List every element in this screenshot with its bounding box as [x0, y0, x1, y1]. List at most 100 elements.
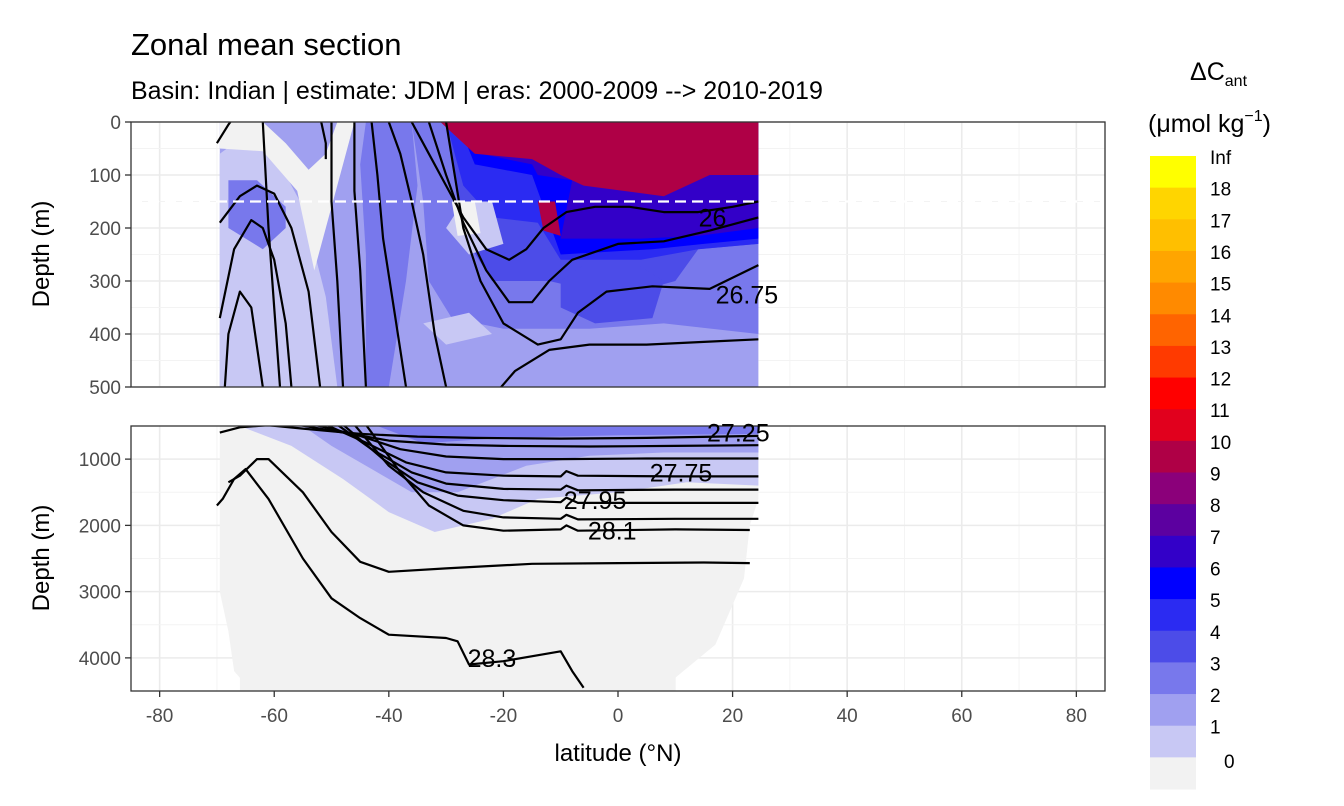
legend-label: 4 — [1210, 623, 1221, 644]
legend-swatch — [1150, 472, 1196, 505]
legend-label: 9 — [1210, 465, 1221, 486]
upper-panel: 0 100 200 300 400 500 — [89, 113, 1106, 399]
legend-swatch — [1150, 440, 1196, 474]
contour-label: 27.75 — [650, 459, 713, 487]
x-axis-title: latitude (°N) — [555, 740, 682, 767]
legend-swatch — [1150, 282, 1196, 315]
isopycnal-line — [261, 122, 282, 387]
legend-unit-close: ) — [1263, 110, 1271, 138]
legend-swatch — [1150, 377, 1196, 410]
upper-panel-border — [130, 121, 1106, 388]
legend-swatch — [1150, 725, 1196, 758]
legend-label: 11 — [1210, 401, 1230, 422]
x-axis-ticks: -80 -60 -40 -20 0 20 40 60 80 — [146, 691, 1087, 727]
legend-swatch — [1150, 156, 1196, 189]
legend-title-sub: ant — [1225, 73, 1248, 90]
y-tick-label: 2000 — [79, 516, 121, 537]
legend-swatch — [1150, 504, 1196, 537]
x-tick-label: 40 — [837, 706, 858, 727]
isopycnal-line — [330, 122, 345, 387]
x-tick-label: -40 — [375, 706, 402, 727]
isopycnal-line — [219, 426, 272, 434]
x-tick-label: 60 — [951, 706, 972, 727]
legend-label: 7 — [1210, 528, 1221, 549]
legend-swatch — [1150, 757, 1196, 790]
y-axis-title-upper: Depth (m) — [28, 201, 55, 308]
contour-label: 26 — [699, 204, 727, 232]
legend-label: 18 — [1210, 180, 1231, 201]
isopycnal-line — [218, 219, 293, 387]
contour-label: 27.95 — [564, 487, 627, 515]
legend-swatch — [1150, 662, 1196, 695]
legend-label: 14 — [1210, 306, 1232, 327]
isopycnal-line — [218, 184, 322, 387]
legend-title-main: ΔC — [1190, 58, 1225, 86]
y-tick-label: 300 — [89, 272, 121, 293]
contour-labels: 26 26.75 27.25 27.75 27.95 28.1 28.3 — [468, 204, 779, 672]
legend-swatch — [1150, 535, 1196, 569]
y-tick-label: 500 — [89, 378, 121, 399]
legend-label: 3 — [1210, 654, 1221, 675]
legend-swatch — [1150, 219, 1196, 252]
legend-label: 6 — [1210, 559, 1221, 580]
fill-level-0 — [219, 426, 759, 691]
fill-level-10 — [440, 122, 759, 197]
legend-swatch — [1150, 345, 1196, 379]
legend-label: 0 — [1224, 752, 1235, 773]
x-tick-label: 80 — [1066, 706, 1087, 727]
y-tick-label: 400 — [89, 325, 121, 346]
legend-label: 13 — [1210, 338, 1231, 359]
isopycnal-line — [223, 290, 264, 387]
y-tick-label: 100 — [89, 166, 121, 187]
x-tick-label: -80 — [146, 706, 173, 727]
legend-label: 8 — [1210, 496, 1221, 517]
legend-swatch — [1150, 567, 1196, 600]
isopycnal-line — [264, 426, 759, 440]
y-tick-label: 0 — [110, 113, 121, 134]
isopycnal-line — [216, 468, 585, 689]
x-tick-label: -60 — [261, 706, 288, 727]
contour-label: 27.25 — [707, 420, 770, 448]
legend-label: Inf — [1210, 148, 1232, 169]
lower-panel: 1000 2000 3000 4000 — [79, 425, 1106, 692]
contour-label: 26.75 — [716, 281, 779, 309]
legend-unit-main: (μmol kg — [1148, 110, 1244, 138]
isopycnal-line — [499, 338, 759, 387]
isopycnal-line — [227, 458, 750, 573]
isopycnal-line — [320, 122, 327, 160]
legend-label: 16 — [1210, 243, 1231, 264]
x-tick-label: 20 — [722, 706, 743, 727]
upper-fill — [219, 122, 759, 387]
legend-title: ΔCant — [1190, 58, 1248, 90]
y-tick-label: 200 — [89, 219, 121, 240]
legend-label: 5 — [1210, 591, 1221, 612]
legend-unit-sup: −1 — [1244, 108, 1262, 125]
isopycnal-line — [445, 122, 759, 346]
legend: ΔCant (μmol kg−1) Inf1817161514131211109… — [1148, 58, 1271, 790]
isopycnal-line — [370, 122, 408, 387]
lower-y-ticks: 1000 2000 3000 4000 — [79, 450, 131, 670]
legend-swatches — [1150, 156, 1196, 790]
y-axis-title-lower: Depth (m) — [28, 505, 55, 612]
contour-label: 28.3 — [468, 645, 517, 673]
y-tick-label: 4000 — [79, 649, 121, 670]
isopycnal-line — [215, 122, 232, 144]
legend-swatch — [1150, 314, 1196, 347]
lower-isopycnals — [216, 426, 759, 689]
contour-label: 28.1 — [588, 518, 637, 546]
legend-swatch — [1150, 694, 1196, 727]
isopycnal-line — [353, 122, 367, 387]
legend-label: 17 — [1210, 211, 1231, 232]
x-tick-label: -20 — [490, 706, 517, 727]
fill-level-3 — [228, 180, 286, 250]
legend-label: 2 — [1210, 686, 1221, 707]
y-tick-label: 1000 — [79, 450, 121, 471]
legend-unit: (μmol kg−1) — [1148, 108, 1271, 138]
legend-label: 10 — [1210, 433, 1231, 454]
legend-label: 12 — [1210, 370, 1231, 391]
upper-y-ticks: 0 100 200 300 400 500 — [89, 113, 131, 399]
isopycnal-line — [410, 122, 759, 261]
y-tick-label: 3000 — [79, 583, 121, 604]
isopycnal-line — [387, 122, 448, 387]
